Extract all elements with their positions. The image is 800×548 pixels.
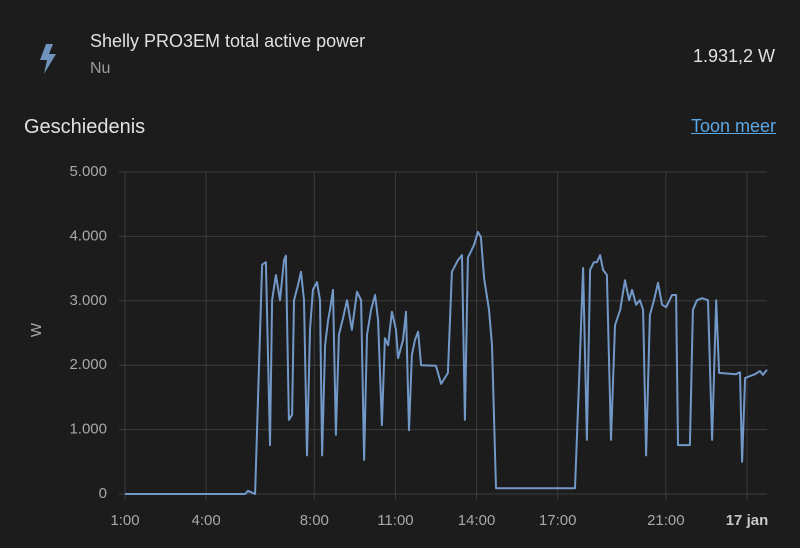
x-tick-label: 17 jan (726, 512, 769, 529)
lightning-icon (40, 44, 56, 74)
y-tick-label: 2.000 (69, 356, 107, 373)
state-value: 1.931,2 W (692, 46, 775, 66)
entity-name: Shelly PRO3EM total active power (90, 31, 366, 51)
chart: W 0 1.000 2.000 3.000 4.000 5.000 1:00 4:00 8:00… (28, 163, 769, 529)
y-axis-label: W (28, 322, 45, 337)
state-label: Nu (90, 60, 111, 77)
x-tick-label: 14:00 (458, 512, 496, 529)
x-tick-label: 1:00 (110, 512, 139, 529)
history-title: Geschiedenis (24, 116, 146, 138)
y-tick-label: 5.000 (69, 163, 107, 180)
x-tick-label: 11:00 (377, 512, 413, 529)
y-tick-label: 1.000 (69, 421, 107, 438)
y-tick-label: 0 (99, 485, 107, 502)
x-tick-label: 17:00 (539, 512, 577, 529)
x-tick-label: 21:00 (647, 512, 685, 529)
y-tick-label: 3.000 (69, 292, 107, 309)
x-tick-label: 8:00 (300, 512, 329, 529)
x-tick-label: 4:00 (192, 512, 221, 529)
y-tick-label: 4.000 (69, 227, 107, 244)
show-more-link[interactable]: Toon meer (690, 116, 776, 136)
data-line (125, 230, 768, 495)
